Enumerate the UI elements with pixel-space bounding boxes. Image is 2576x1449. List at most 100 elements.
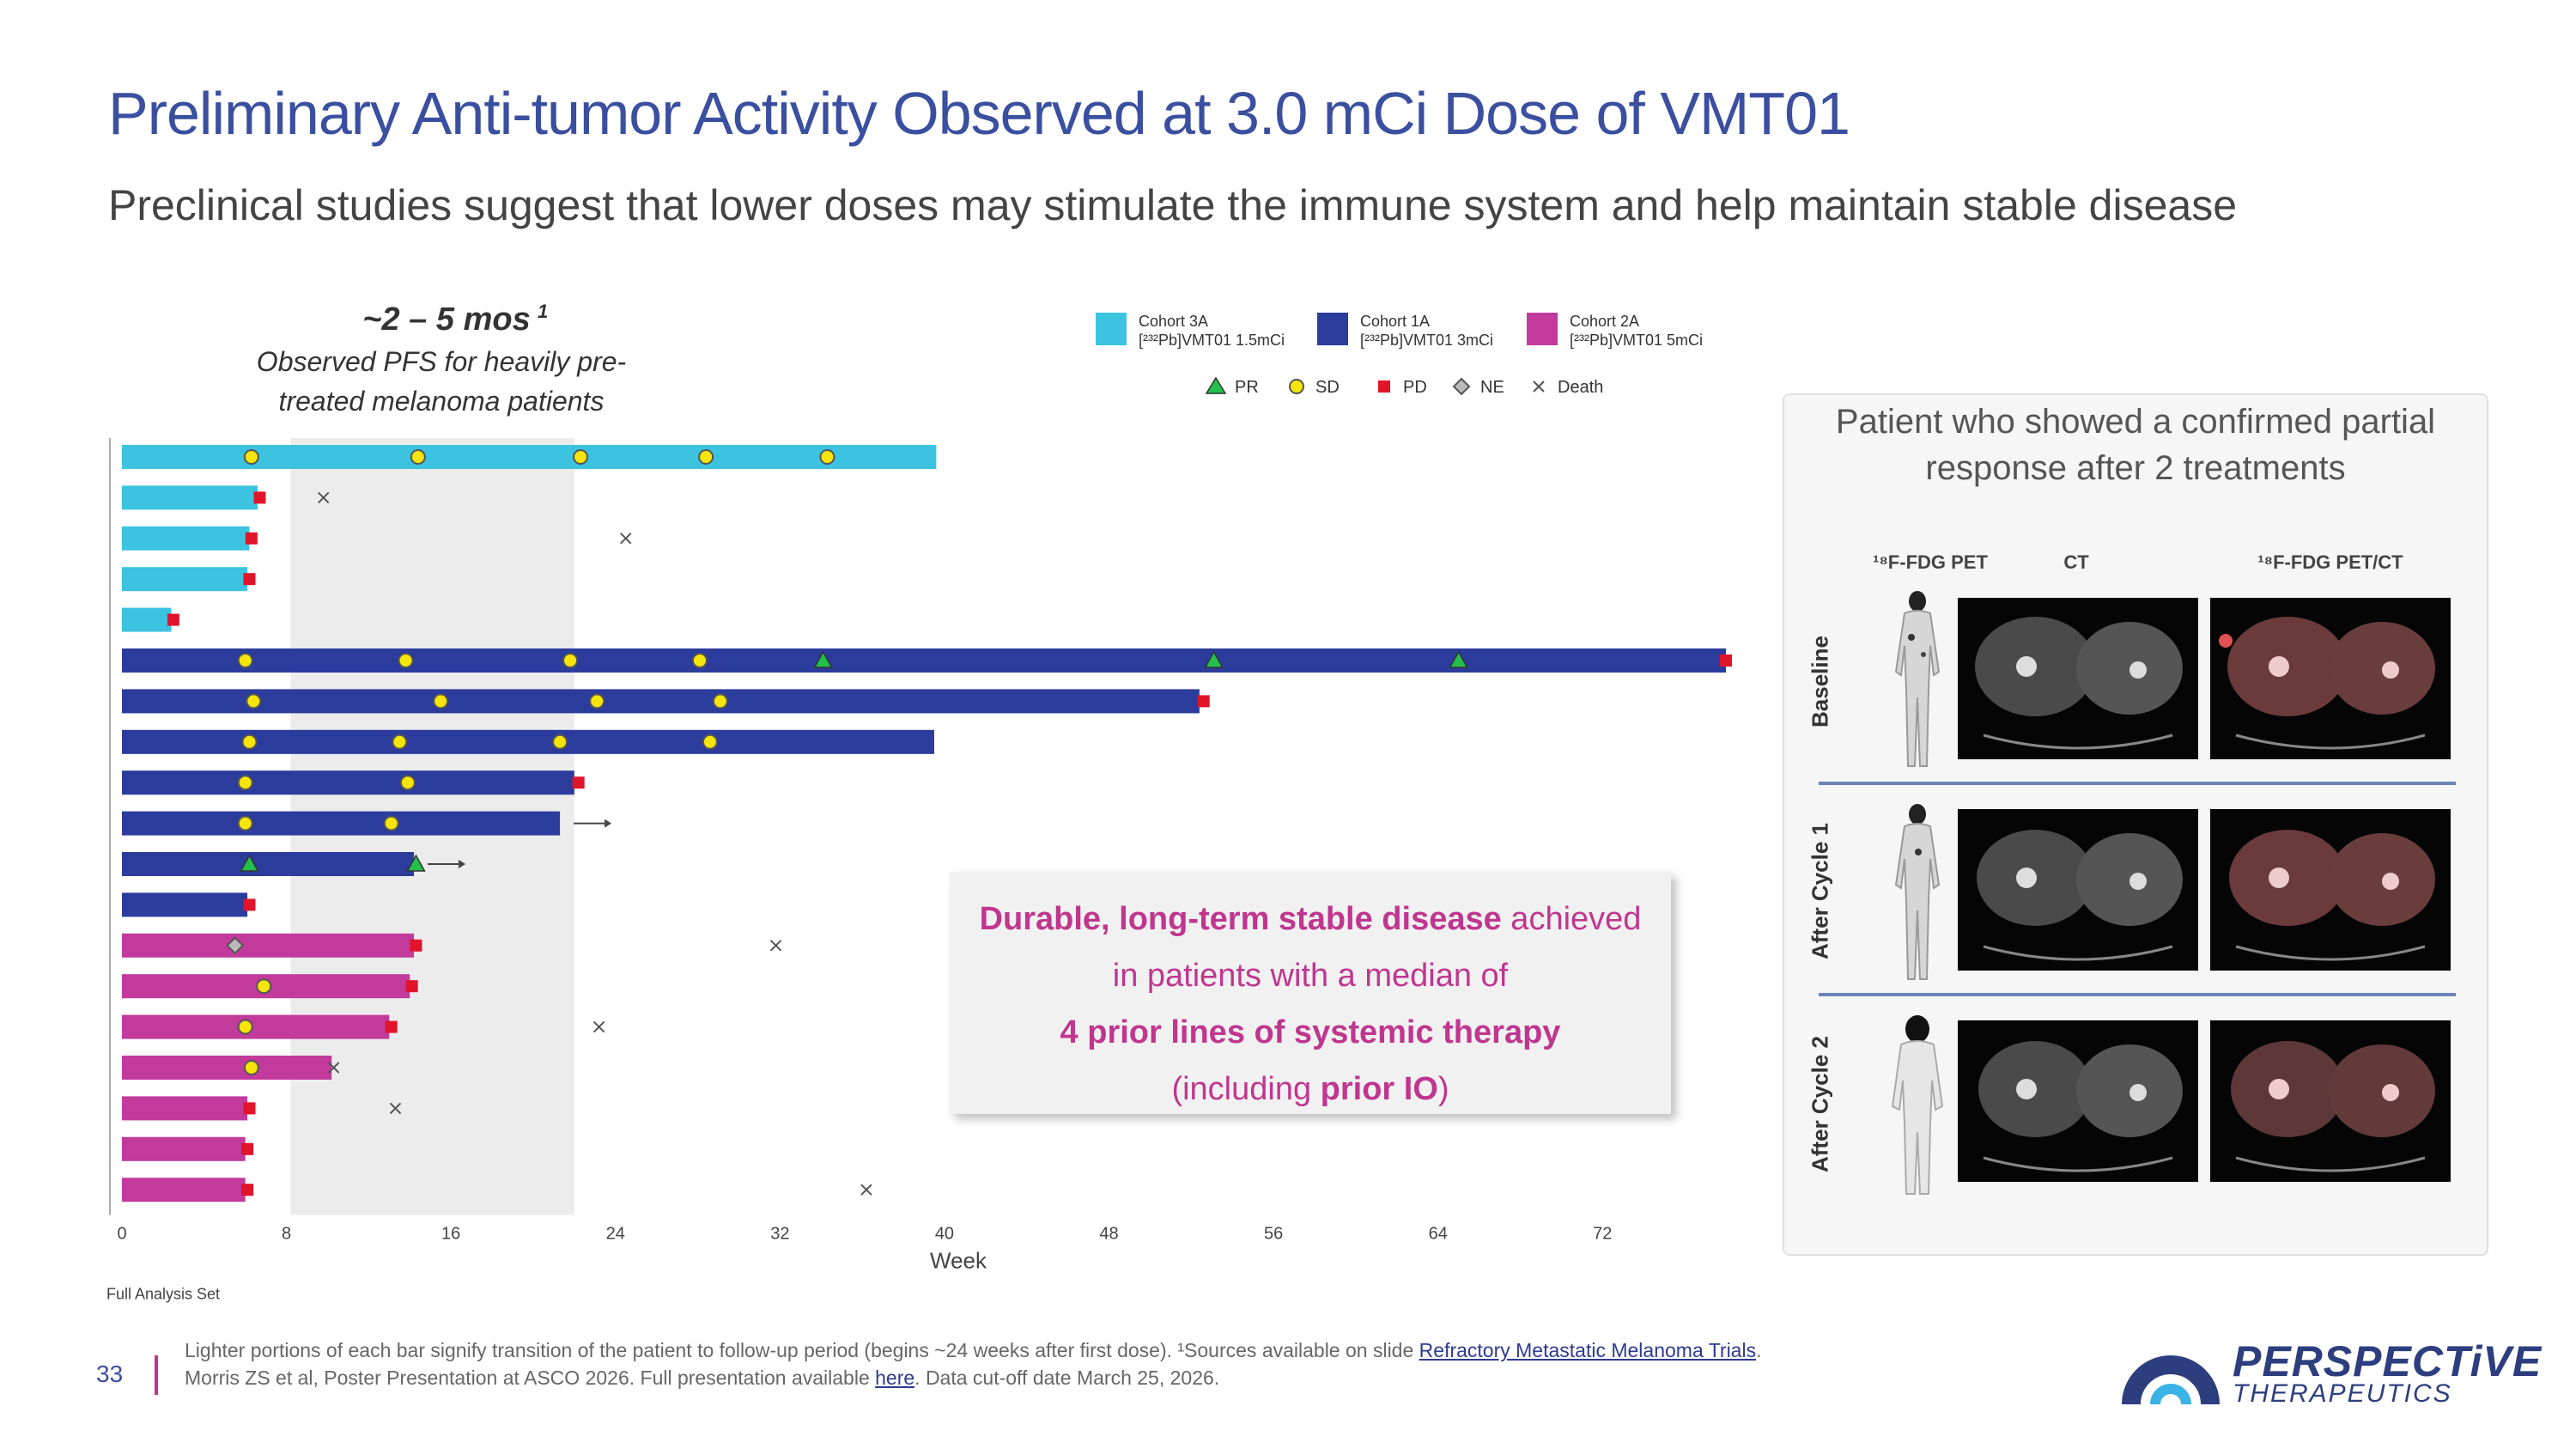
sd-marker xyxy=(691,653,708,668)
cohort-legend-name: Cohort 1A xyxy=(1360,313,1430,330)
cohort-legend-dose: [²³²Pb]VMT01 3mCi xyxy=(1360,332,1493,349)
pet-body-baseline xyxy=(1894,591,1941,767)
ongoing-arrow-head xyxy=(459,860,466,868)
patient-bar xyxy=(122,933,415,958)
sd-marker xyxy=(237,775,253,791)
patient-bar xyxy=(122,607,172,632)
refractory-trials-link[interactable]: Refractory Metastatic Melanoma Trials xyxy=(1419,1339,1757,1361)
sd-marker xyxy=(433,693,449,709)
cohort-legend-dose: [²³²Pb]VMT01 5mCi xyxy=(1570,332,1703,349)
pr-marker xyxy=(1449,650,1468,668)
col-head-pet: ¹⁸F-FDG PET xyxy=(1873,551,1988,573)
pd-marker xyxy=(241,1142,254,1155)
imaging-title-line2: response after 2 treatments xyxy=(1925,449,2346,487)
pd-marker xyxy=(241,1184,254,1196)
x-tick-label: 8 xyxy=(282,1225,291,1244)
x-tick-label: 24 xyxy=(606,1225,625,1244)
legend-sd-icon xyxy=(1289,379,1304,394)
presentation-link[interactable]: here xyxy=(875,1367,915,1389)
sd-marker xyxy=(562,653,579,668)
imaging-panel-title: Patient who showed a confirmed partial r… xyxy=(1784,395,2487,491)
sd-marker xyxy=(410,449,426,465)
sd-marker xyxy=(246,693,262,709)
patient-bar xyxy=(122,1056,332,1080)
x-tick-label: 40 xyxy=(935,1225,954,1244)
footnote-line1: Lighter portions of each bar signify tra… xyxy=(185,1339,1419,1361)
pd-marker xyxy=(1720,654,1732,667)
sd-marker xyxy=(819,449,835,465)
patient-bar xyxy=(122,1136,246,1161)
col-head-ct: CT xyxy=(2063,551,2089,573)
row-label-cycle2: After Cycle 2 xyxy=(1807,1036,1833,1172)
cohort-legend-swatch xyxy=(1317,313,1348,345)
patient-bar xyxy=(122,892,248,917)
death-marker xyxy=(769,940,782,952)
footnote-line2-end: . Data cut-off date March 25, 2026. xyxy=(914,1367,1220,1389)
patient-bar xyxy=(122,1014,390,1039)
legend-pd-icon xyxy=(1378,381,1390,393)
footnote: Lighter portions of each bar signify tra… xyxy=(185,1336,1761,1391)
sd-marker xyxy=(241,734,258,750)
footnote-line1-end: . xyxy=(1756,1339,1762,1361)
callout-line4-pre: (including xyxy=(1171,1071,1321,1107)
pd-marker xyxy=(243,573,256,586)
ne-marker xyxy=(226,936,245,955)
sd-marker xyxy=(552,734,568,750)
page-title: Preliminary Anti-tumor Activity Observed… xyxy=(108,80,1850,147)
ct-scan-cycle2 xyxy=(1958,1020,2198,1182)
sd-marker xyxy=(392,734,408,750)
petct-scan-cycle1 xyxy=(2210,809,2451,971)
pd-marker xyxy=(243,1102,256,1115)
death-marker xyxy=(327,1062,340,1074)
col-head-petct: ¹⁸F-FDG PET/CT xyxy=(2257,551,2403,573)
sd-marker xyxy=(243,449,259,465)
pet-body-cycle1 xyxy=(1894,804,1941,980)
pr-marker xyxy=(813,650,833,668)
petct-scan-cycle2 xyxy=(2210,1020,2451,1182)
death-marker xyxy=(317,491,330,504)
legend-pr-icon xyxy=(1205,376,1227,394)
death-marker xyxy=(592,1020,605,1033)
patient-bar xyxy=(122,852,415,876)
cohort-legend-dose: [²³²Pb]VMT01 1.5mCi xyxy=(1139,332,1285,349)
pd-marker xyxy=(243,898,256,911)
full-analysis-set-note: Full Analysis Set xyxy=(106,1286,220,1303)
sd-marker xyxy=(573,449,589,465)
row-label-cycle1: After Cycle 1 xyxy=(1807,823,1833,959)
pd-marker xyxy=(1197,695,1210,708)
imaging-panel: Patient who showed a confirmed partial r… xyxy=(1783,393,2488,1256)
pr-marker xyxy=(240,854,259,872)
x-tick-label: 16 xyxy=(441,1225,460,1244)
callout-line1-rest: achieved xyxy=(1501,901,1642,937)
x-tick-label: 48 xyxy=(1099,1225,1118,1244)
sd-marker xyxy=(383,815,399,831)
pr-marker xyxy=(406,854,426,872)
pd-marker xyxy=(245,532,258,545)
perspective-logo-icon xyxy=(2122,1355,2220,1405)
brand-name: PERSPECTiVE xyxy=(2233,1337,2543,1385)
response-legend-label: SD xyxy=(1315,378,1340,397)
response-legend-label: PR xyxy=(1235,378,1259,397)
callout-line4-bold: prior IO xyxy=(1320,1071,1438,1107)
x-axis-label: Week xyxy=(930,1248,987,1274)
x-tick-label: 72 xyxy=(1593,1225,1612,1244)
imaging-title-line1: Patient who showed a confirmed partial xyxy=(1835,403,2436,441)
patient-bar xyxy=(122,526,250,551)
sd-marker xyxy=(589,693,605,709)
pd-marker xyxy=(253,491,266,504)
legend-ne-icon xyxy=(1452,377,1471,396)
death-marker xyxy=(389,1102,402,1115)
cohort-legend-swatch xyxy=(1096,313,1127,345)
sd-marker xyxy=(399,775,416,791)
cohort-legend-name: Cohort 3A xyxy=(1139,313,1208,330)
sd-marker xyxy=(243,1060,259,1075)
patient-bar xyxy=(122,567,248,592)
ct-scan-cycle1 xyxy=(1958,809,2198,971)
patient-bar xyxy=(122,648,1726,673)
pfs-annotation-superscript: 1 xyxy=(538,301,548,322)
page-number: 33 xyxy=(96,1361,124,1387)
callout-line2: in patients with a median of xyxy=(1112,958,1509,994)
pd-marker xyxy=(167,613,179,626)
sd-marker xyxy=(702,734,718,750)
cohort-legend-swatch xyxy=(1527,313,1558,345)
